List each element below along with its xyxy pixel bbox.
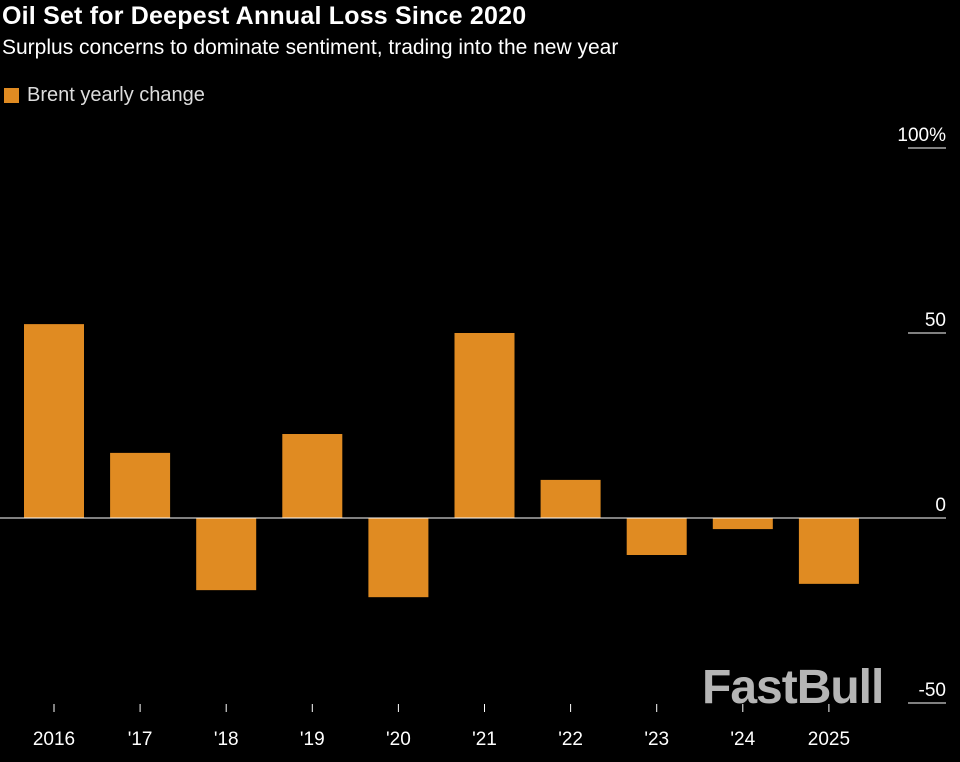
x-tick-label: '19 bbox=[300, 729, 325, 750]
legend-swatch bbox=[4, 88, 19, 103]
x-tick-label: '22 bbox=[558, 729, 583, 750]
bar-2016 bbox=[24, 324, 84, 518]
bar-19 bbox=[282, 434, 343, 518]
watermark-logo: FastBull bbox=[702, 661, 884, 714]
x-tick-label: '17 bbox=[128, 729, 153, 750]
bar-24 bbox=[712, 518, 773, 530]
bar-22 bbox=[540, 479, 601, 518]
chart-subtitle: Surplus concerns to dominate sentiment, … bbox=[2, 36, 619, 59]
x-tick-label: 2025 bbox=[808, 729, 850, 750]
x-tick-label: 2016 bbox=[33, 729, 75, 750]
x-tick-label: '24 bbox=[730, 729, 755, 750]
bar-18 bbox=[196, 518, 257, 591]
y-tick-label: 100% bbox=[897, 125, 946, 146]
legend-label: Brent yearly change bbox=[27, 84, 205, 106]
y-tick-label: 50 bbox=[925, 310, 946, 331]
bar-17 bbox=[110, 452, 171, 518]
bar-21 bbox=[454, 333, 515, 518]
bar-23 bbox=[626, 518, 687, 555]
bar-20 bbox=[368, 518, 429, 598]
legend: Brent yearly change bbox=[4, 84, 205, 107]
x-tick-label: '20 bbox=[386, 729, 411, 750]
bar-2025 bbox=[798, 518, 859, 584]
x-tick-label: '23 bbox=[644, 729, 669, 750]
x-tick-label: '21 bbox=[472, 729, 497, 750]
chart-title: Oil Set for Deepest Annual Loss Since 20… bbox=[2, 2, 527, 30]
x-tick-label: '18 bbox=[214, 729, 239, 750]
y-tick-label: -50 bbox=[919, 680, 946, 701]
y-tick-label: 0 bbox=[935, 495, 946, 516]
